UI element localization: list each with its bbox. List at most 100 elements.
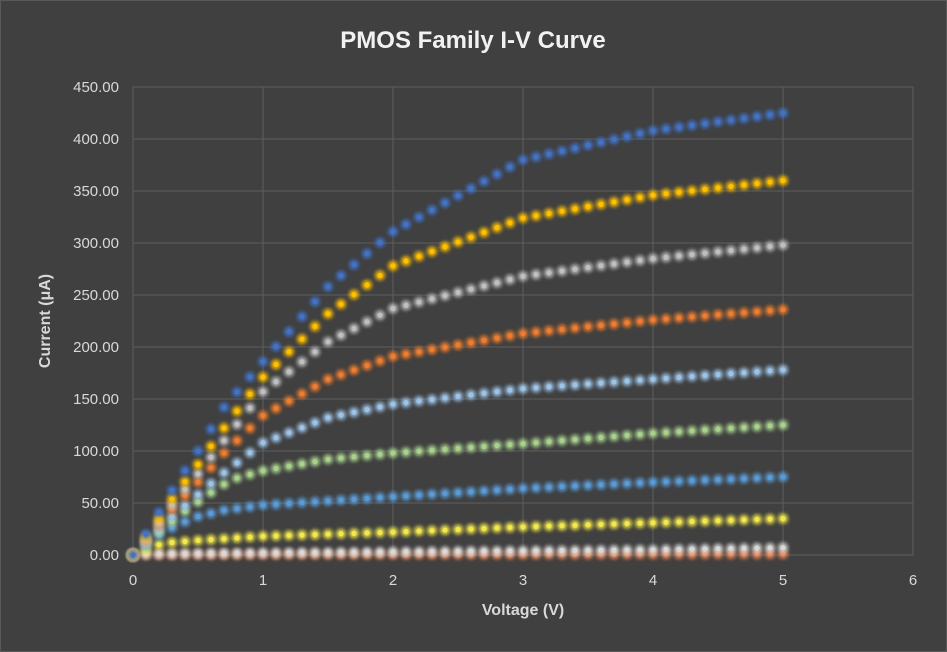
data-point bbox=[676, 124, 682, 130]
data-point bbox=[377, 549, 383, 555]
data-point bbox=[416, 299, 422, 305]
data-point bbox=[286, 532, 292, 539]
data-point bbox=[689, 373, 695, 380]
data-point bbox=[481, 548, 487, 554]
data-point bbox=[754, 475, 760, 481]
data-point bbox=[455, 193, 461, 199]
data-point bbox=[325, 339, 331, 345]
data-point bbox=[468, 286, 474, 292]
data-point bbox=[195, 492, 201, 498]
data-point bbox=[715, 371, 721, 378]
data-point bbox=[559, 208, 565, 214]
y-tick-label: 450.00 bbox=[73, 79, 119, 96]
data-point bbox=[520, 157, 526, 163]
data-point bbox=[208, 550, 214, 556]
data-point bbox=[416, 492, 422, 498]
data-point bbox=[221, 404, 227, 410]
data-point bbox=[481, 390, 487, 396]
data-point bbox=[767, 545, 773, 551]
data-point bbox=[741, 246, 747, 252]
data-point bbox=[338, 332, 344, 338]
data-point bbox=[715, 249, 721, 255]
data-point bbox=[520, 485, 526, 492]
data-point bbox=[598, 263, 604, 269]
data-point bbox=[247, 550, 253, 556]
data-point bbox=[715, 546, 721, 552]
data-point bbox=[403, 529, 409, 535]
data-point bbox=[585, 381, 591, 387]
data-point bbox=[728, 183, 734, 190]
data-point bbox=[312, 349, 318, 355]
data-point bbox=[377, 272, 383, 279]
data-point bbox=[377, 358, 383, 364]
data-point bbox=[676, 374, 682, 380]
data-point bbox=[260, 440, 266, 446]
data-point bbox=[598, 434, 604, 441]
data-point bbox=[754, 113, 760, 120]
data-point bbox=[338, 497, 344, 503]
data-point bbox=[676, 519, 682, 525]
data-point bbox=[429, 396, 435, 403]
data-point bbox=[169, 487, 175, 494]
data-point bbox=[481, 283, 487, 289]
data-point bbox=[299, 425, 305, 431]
data-point bbox=[403, 400, 409, 406]
data-point bbox=[455, 548, 461, 554]
data-point bbox=[403, 493, 409, 499]
data-point bbox=[156, 509, 162, 515]
y-tick-label: 250.00 bbox=[73, 287, 119, 304]
data-point bbox=[663, 316, 669, 322]
data-point bbox=[195, 448, 201, 454]
data-point bbox=[377, 239, 383, 246]
data-point bbox=[507, 333, 513, 339]
data-point bbox=[182, 508, 188, 514]
data-point bbox=[663, 375, 669, 381]
data-point bbox=[169, 539, 175, 546]
data-point bbox=[182, 503, 188, 509]
data-point bbox=[286, 550, 292, 556]
data-point bbox=[715, 312, 721, 318]
data-point bbox=[598, 201, 604, 207]
data-point bbox=[650, 128, 656, 134]
data-point bbox=[494, 525, 500, 531]
data-point bbox=[416, 349, 422, 355]
data-point bbox=[299, 461, 305, 467]
data-point bbox=[624, 432, 630, 438]
data-point bbox=[156, 516, 162, 522]
tick-labels: 0.00 50.00 100.00 150.00 200.00 250.00 300.00 3… bbox=[73, 79, 917, 589]
data-point bbox=[494, 335, 500, 341]
data-point bbox=[299, 499, 305, 506]
data-point bbox=[572, 483, 578, 489]
data-point bbox=[169, 551, 175, 557]
data-point bbox=[481, 229, 487, 235]
data-point bbox=[234, 389, 240, 395]
y-tick-label: 100.00 bbox=[73, 443, 119, 460]
data-point bbox=[715, 119, 721, 125]
data-point bbox=[741, 545, 747, 551]
data-point bbox=[585, 204, 591, 210]
data-point bbox=[169, 496, 175, 502]
data-point bbox=[559, 523, 565, 529]
x-tick-label: 5 bbox=[779, 572, 787, 589]
data-point bbox=[260, 468, 266, 474]
data-point bbox=[390, 401, 396, 407]
data-point bbox=[260, 533, 266, 539]
data-point bbox=[195, 479, 201, 485]
data-point bbox=[455, 445, 461, 451]
x-tick-label: 6 bbox=[909, 572, 917, 589]
data-point bbox=[273, 379, 279, 385]
y-tick-label: 150.00 bbox=[73, 391, 119, 408]
data-point bbox=[741, 310, 747, 316]
data-point bbox=[533, 440, 539, 446]
data-point bbox=[546, 523, 552, 529]
data-point bbox=[559, 148, 565, 154]
data-point bbox=[611, 547, 617, 553]
data-point bbox=[247, 450, 253, 456]
data-point bbox=[468, 392, 474, 398]
data-point bbox=[585, 435, 591, 442]
data-point bbox=[390, 228, 396, 235]
data-point bbox=[585, 324, 591, 330]
series-6 bbox=[128, 305, 788, 560]
data-point bbox=[481, 337, 487, 343]
data-point bbox=[403, 351, 409, 357]
